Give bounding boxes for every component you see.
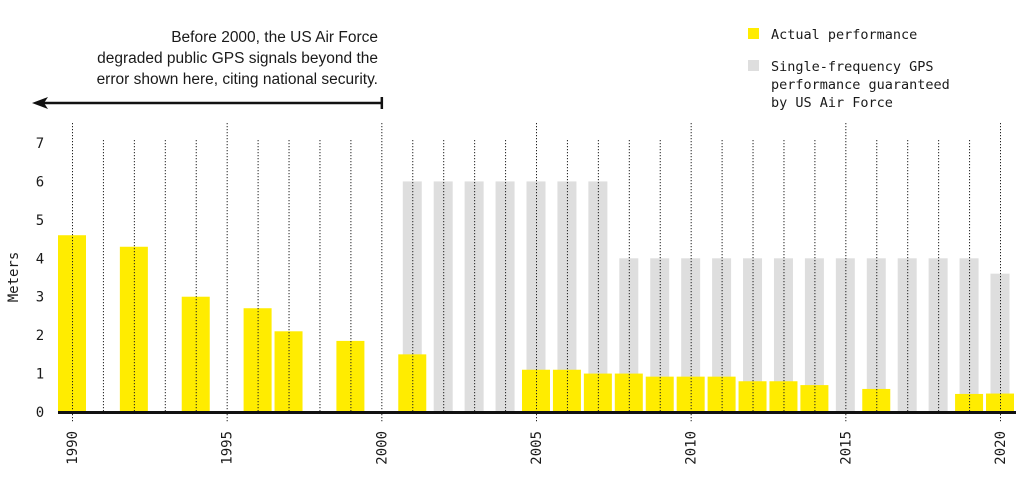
legend-swatch-actual — [748, 28, 759, 39]
x-tick-2010: 2010 — [684, 431, 700, 465]
y-tick-1: 1 — [36, 367, 44, 383]
y-tick-labels: 0 1 2 3 4 5 6 7 — [36, 136, 44, 421]
annotation-line-3: error shown here, citing national securi… — [97, 71, 378, 88]
annotation: Before 2000, the US Air Force degraded p… — [32, 29, 384, 109]
x-tick-labels: 1990 1995 2000 2005 2010 2015 2020 — [65, 431, 1009, 465]
annotation-arrow — [32, 97, 384, 109]
x-tick-2015: 2015 — [838, 431, 854, 465]
bar-actual-2009 — [645, 376, 674, 412]
legend-label-guaranteed-3: by US Air Force — [771, 95, 893, 111]
x-tick-1990: 1990 — [65, 431, 81, 465]
annotation-line-2: degraded public GPS signals beyond the — [97, 50, 378, 67]
x-tick-2000: 2000 — [374, 431, 390, 465]
bar-actual-1999 — [336, 340, 365, 412]
gridlines-over-bars — [72, 123, 1001, 422]
bar-actual-2011 — [707, 376, 736, 412]
bar-guaranteed-2010 — [681, 258, 701, 412]
x-tick-2005: 2005 — [529, 431, 545, 465]
bar-guaranteed-2005 — [526, 181, 546, 412]
legend-label-guaranteed-1: Single-frequency GPS — [771, 59, 934, 75]
y-tick-6: 6 — [36, 174, 44, 190]
legend: Actual performance Single-frequency GPS pe… — [748, 27, 950, 111]
x-tick-2020: 2020 — [993, 431, 1009, 465]
legend-swatch-guaranteed — [748, 60, 759, 71]
bar-actual-2016 — [862, 388, 891, 412]
y-tick-4: 4 — [36, 251, 44, 267]
y-tick-5: 5 — [36, 213, 44, 229]
annotation-line-1: Before 2000, the US Air Force — [171, 29, 378, 46]
bar-guaranteed-2004 — [495, 181, 515, 412]
legend-label-guaranteed-2: performance guaranteed — [771, 77, 950, 93]
y-tick-3: 3 — [36, 290, 44, 306]
bar-actual-2006 — [552, 369, 581, 412]
x-tick-1995: 1995 — [220, 431, 236, 465]
y-tick-0: 0 — [36, 405, 44, 421]
y-axis-label: Meters — [6, 252, 22, 303]
bar-actual-2019 — [955, 393, 984, 412]
y-tick-7: 7 — [36, 136, 44, 152]
arrow-head-icon — [32, 97, 48, 109]
bar-guaranteed-2015 — [835, 258, 855, 412]
y-tick-2: 2 — [36, 328, 44, 344]
legend-label-actual-1: Actual performance — [771, 27, 917, 43]
